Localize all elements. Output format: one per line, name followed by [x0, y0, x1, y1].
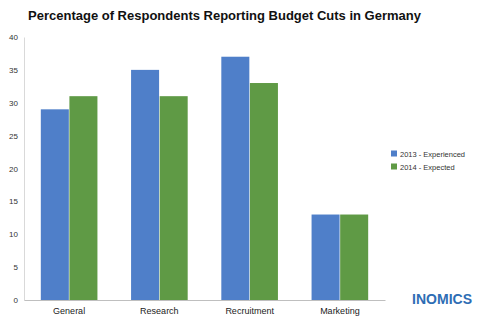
- x-tick-label: Marketing: [320, 306, 360, 316]
- y-axis-line: [24, 38, 25, 301]
- y-tick-label: 30: [9, 99, 18, 108]
- legend-label: 2014 - Expected: [400, 163, 455, 172]
- bars: [41, 57, 368, 300]
- y-tick: 0: [14, 296, 24, 305]
- title: Percentage of Respondents Reporting Budg…: [28, 8, 422, 23]
- bar: [312, 215, 340, 300]
- x-tick-label: Research: [140, 306, 179, 316]
- bar: [160, 96, 188, 300]
- bar: [131, 70, 159, 300]
- y-tick: 5: [14, 263, 24, 272]
- y-tick-label: 15: [9, 197, 18, 206]
- x-tick: Marketing: [320, 306, 360, 316]
- y-tick: 25: [9, 132, 24, 141]
- x-axis-line: [25, 300, 386, 301]
- x-tick-label: Recruitment: [225, 306, 274, 316]
- y-tick-label: 35: [9, 66, 18, 75]
- y-tick: 30: [9, 99, 24, 108]
- y-tick: 20: [9, 165, 24, 174]
- y-tick-label: 20: [9, 165, 18, 174]
- bar: [221, 57, 249, 300]
- y-tick-label: 25: [9, 132, 18, 141]
- legend: 2013 - Experienced 2014 - Expected: [391, 150, 465, 172]
- legend-swatch: [391, 151, 397, 157]
- y-tick: 15: [9, 197, 24, 206]
- annotation: INOMICS: [412, 291, 472, 307]
- y-tick-label: 5: [14, 263, 19, 272]
- x-tick: Research: [140, 306, 179, 316]
- bar: [340, 215, 368, 300]
- legend-item: 2013 - Experienced: [391, 150, 465, 159]
- y-tick-label: 40: [9, 33, 18, 42]
- y-tick-label: 10: [9, 230, 18, 239]
- y-tick: 35: [9, 66, 24, 75]
- y-axis: 0 5 10 15 20 25 30 35 40: [9, 33, 24, 305]
- bar: [250, 83, 278, 300]
- x-axis: General Research Recruitment Marketing: [25, 301, 386, 317]
- legend-label: 2013 - Experienced: [400, 150, 465, 159]
- plot: 0 5 10 15 20 25 30 35 40 General Research Recruitme…: [9, 33, 385, 316]
- x-tick: Recruitment: [225, 306, 274, 316]
- y-tick-label: 0: [14, 296, 19, 305]
- bar: [69, 96, 97, 300]
- y-tick: 10: [9, 230, 24, 239]
- x-tick-label: General: [53, 306, 85, 316]
- series: [69, 83, 368, 300]
- x-tick: General: [53, 306, 85, 316]
- legend-item: 2014 - Expected: [391, 163, 455, 172]
- series: [41, 57, 340, 300]
- legend-swatch: [391, 164, 397, 170]
- chart: Percentage of Respondents Reporting Budg…: [0, 0, 480, 322]
- y-tick: 40: [9, 33, 24, 42]
- bar: [41, 109, 69, 300]
